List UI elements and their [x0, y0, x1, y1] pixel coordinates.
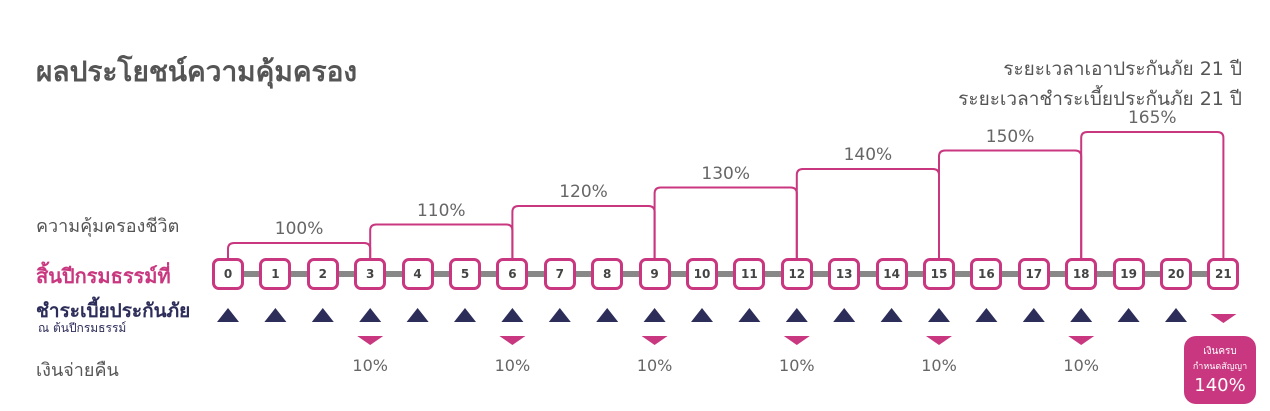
premium-payment-marker [1165, 308, 1187, 322]
coverage-step-line [369, 223, 514, 268]
premium-payment-marker [833, 308, 856, 322]
cash-back-marker [357, 336, 384, 345]
coverage-step-label: 150% [985, 126, 1035, 147]
maturity-line2: กำหนดสัญญา [1192, 362, 1248, 372]
payment-period: ระยะเวลาชำระเบี้ยประกันภัย 21 ปี [958, 88, 1242, 110]
cash-back-value: 10% [779, 356, 815, 375]
cash-back-marker [1068, 336, 1095, 345]
policy-year-box: 1 [259, 258, 292, 290]
coverage-step-label: 100% [274, 219, 324, 239]
cash-back-value: 10% [352, 356, 388, 375]
coverage-step-label: 140% [843, 145, 893, 165]
policy-year-box: 13 [828, 258, 861, 290]
policy-year-box: 11 [733, 258, 766, 290]
policy-year-box: 8 [591, 258, 624, 290]
policy-year-box: 3 [354, 258, 387, 290]
premium-payment-sublabel: ณ ต้นปีกรมธรรม์ [38, 321, 127, 335]
cash-back-marker [499, 336, 526, 345]
policy-year-box: 21 [1207, 258, 1240, 290]
coverage-step-line [795, 168, 940, 268]
policy-year-box: 7 [543, 258, 576, 290]
policy-year-box: 18 [1065, 258, 1098, 290]
policy-year-box: 20 [1160, 258, 1192, 290]
policy-year-box: 12 [780, 258, 813, 290]
premium-payment-label: ชำระเบี้ยประกันภัย [36, 300, 191, 322]
premium-payment-marker [264, 308, 287, 322]
cash-back-value: 10% [921, 356, 957, 375]
premium-payment-marker [1070, 308, 1093, 322]
cash-back-value: 10% [1063, 356, 1099, 375]
coverage-step-line [227, 242, 372, 268]
cash-back-value: 10% [636, 356, 673, 375]
premium-payment-marker [1022, 308, 1045, 322]
coverage-step-label: 110% [416, 200, 466, 221]
coverage-step-line [1080, 131, 1225, 268]
premium-payment-marker [501, 308, 524, 322]
premium-payment-marker [643, 308, 666, 322]
maturity-marker [1210, 314, 1237, 323]
cash-back-label: เงินจ่ายคืน [36, 360, 119, 381]
cash-back-value: 10% [494, 356, 531, 375]
policy-year-box: 6 [496, 258, 529, 290]
premium-payment-marker [406, 308, 429, 322]
page-title: ผลประโยชน์ความคุ้มครอง [36, 55, 358, 88]
premium-payment-marker [217, 308, 239, 322]
premium-payment-marker [596, 308, 619, 322]
policy-year-box: 0 [212, 258, 244, 290]
policy-year-box: 4 [401, 258, 434, 290]
policy-year-box: 19 [1112, 258, 1145, 290]
coverage-step-label: 120% [559, 182, 608, 202]
premium-payment-marker [1117, 308, 1140, 322]
coverage-period: ระยะเวลาเอาประกันภัย 21 ปี [1003, 58, 1242, 80]
premium-payment-marker [691, 308, 713, 322]
policy-year-box: 9 [638, 258, 671, 290]
premium-payment-marker [928, 308, 950, 322]
premium-payment-marker [454, 308, 476, 322]
premium-payment-marker [738, 308, 761, 322]
life-cover-label: ความคุ้มครองชีวิต [36, 216, 180, 237]
timeline-bar [228, 271, 1224, 277]
coverage-step-line [938, 149, 1083, 268]
policy-year-box: 17 [1017, 258, 1050, 290]
premium-payment-marker [359, 308, 382, 322]
coverage-step-line [511, 205, 656, 268]
policy-year-box: 14 [875, 258, 908, 290]
policy-year-box: 10 [686, 258, 718, 290]
policy-year-box: 5 [449, 258, 481, 290]
premium-payment-marker [311, 308, 334, 322]
coverage-step-label: 130% [701, 163, 750, 184]
cash-back-marker [783, 336, 810, 345]
coverage-step-line [653, 186, 798, 268]
premium-payment-marker [548, 308, 571, 322]
maturity-line1: เงินครบ [1203, 346, 1237, 357]
premium-payment-marker [785, 308, 808, 322]
coverage-step-label: 165% [1127, 108, 1177, 128]
premium-payment-marker [880, 308, 903, 322]
policy-year-box: 15 [923, 258, 955, 290]
cash-back-marker [641, 336, 668, 345]
policy-year-box: 16 [970, 258, 1003, 290]
policy-year-label: สิ้นปีกรมธรรม์ที่ [36, 264, 171, 288]
premium-payment-marker [975, 308, 998, 322]
maturity-value: 140% [1194, 375, 1246, 396]
cash-back-marker [926, 336, 952, 345]
maturity-badge: เงินครบ กำหนดสัญญา 140% [1184, 336, 1256, 404]
policy-year-box: 2 [306, 258, 339, 290]
period-info: ระยะเวลาเอาประกันภัย 21 ปี ระยะเวลาชำระเ… [958, 54, 1242, 114]
